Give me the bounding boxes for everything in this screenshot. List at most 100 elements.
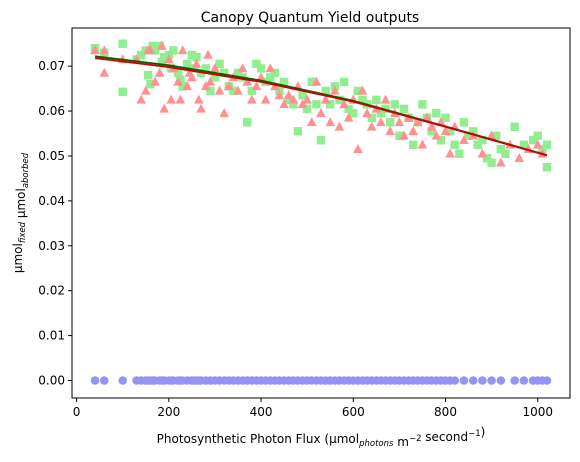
data-point	[201, 64, 210, 73]
data-point	[279, 99, 289, 109]
data-point	[334, 121, 345, 131]
data-point	[293, 127, 303, 136]
data-point	[455, 149, 464, 158]
data-point	[432, 109, 441, 118]
data-point	[214, 85, 225, 95]
data-point	[413, 117, 423, 127]
data-point	[408, 126, 419, 136]
data-point	[233, 68, 243, 78]
axis-label-part: aborbed	[21, 152, 31, 188]
data-point	[492, 131, 501, 140]
data-point	[219, 68, 229, 78]
data-point	[468, 376, 478, 385]
y-tick-label: 0.01	[38, 329, 65, 343]
data-point	[376, 117, 386, 127]
axis-label-part: −1	[468, 429, 481, 439]
data-point	[385, 126, 395, 136]
axis-label-part: −2	[409, 434, 422, 444]
data-point	[339, 77, 349, 87]
data-point	[496, 157, 506, 167]
data-point	[189, 64, 199, 73]
y-tick-label: 0.06	[38, 104, 65, 118]
axes: 0 200 400 600 800 1000 0.00 0.01 0.02 0.03 0.04 0.0…	[38, 59, 553, 419]
data-point	[496, 145, 506, 154]
data-point	[183, 59, 192, 69]
data-point	[367, 113, 376, 123]
data-point	[223, 81, 234, 91]
data-point	[233, 85, 243, 95]
data-point	[487, 376, 496, 385]
data-point	[409, 140, 418, 149]
data-point	[376, 109, 386, 118]
data-point	[229, 86, 238, 96]
data-point	[482, 154, 492, 163]
data-point	[343, 112, 354, 122]
data-point	[459, 376, 469, 385]
data-point	[99, 376, 109, 385]
data-point	[325, 117, 336, 127]
data-point	[194, 94, 204, 104]
data-point	[445, 148, 455, 158]
data-point	[358, 95, 367, 105]
data-point	[542, 140, 552, 149]
data-point	[140, 85, 151, 95]
data-point	[176, 75, 185, 84]
data-point	[256, 72, 266, 82]
data-point	[210, 73, 220, 82]
data-point	[243, 118, 252, 127]
data-point	[173, 68, 183, 78]
data-point	[157, 40, 167, 50]
y-tick-label: 0.02	[38, 284, 65, 298]
x-axis-label: Photosynthetic Photon Flux (µmolphotons …	[157, 425, 486, 449]
data-point	[349, 109, 358, 118]
data-point	[542, 162, 552, 172]
data-point	[302, 104, 312, 114]
data-point	[274, 90, 285, 100]
data-point	[266, 73, 275, 82]
data-point	[399, 130, 409, 140]
data-point	[441, 113, 450, 123]
data-point	[187, 72, 197, 82]
data-point	[427, 127, 436, 136]
axis-label-part: Photosynthetic Photon Flux (µmol	[157, 432, 359, 446]
axis-label-part: µmol	[11, 243, 25, 273]
data-point	[279, 77, 289, 87]
data-point	[90, 376, 100, 385]
data-point	[187, 50, 197, 60]
data-point	[514, 153, 525, 163]
axis-label-part: photons	[358, 439, 394, 449]
data-point	[196, 103, 206, 113]
data-point	[99, 45, 110, 55]
data-point	[335, 95, 344, 105]
data-point	[330, 85, 340, 95]
axis-label-part: second	[421, 430, 468, 444]
data-point	[159, 103, 170, 113]
data-point	[288, 94, 299, 104]
data-point	[450, 140, 459, 149]
axis-label-part: fixed	[18, 221, 28, 243]
data-point	[320, 94, 331, 104]
data-point	[501, 149, 510, 158]
data-point	[203, 49, 213, 59]
data-point	[510, 376, 519, 385]
data-point	[357, 85, 368, 95]
data-point	[169, 46, 178, 55]
data-point	[283, 90, 294, 100]
data-point	[344, 104, 353, 114]
data-point	[270, 68, 280, 78]
plot-frame	[71, 27, 571, 399]
data-point	[164, 54, 174, 64]
data-point	[173, 76, 183, 86]
data-point	[464, 131, 473, 140]
data-point	[136, 50, 146, 60]
data-point	[289, 100, 298, 109]
data-point	[542, 376, 552, 385]
data-point	[215, 59, 224, 69]
data-point	[175, 94, 186, 104]
data-point	[445, 127, 455, 136]
x-tick-label: 800	[434, 405, 457, 419]
data-point	[450, 376, 460, 385]
y-tick-label: 0.07	[38, 59, 65, 73]
data-point	[311, 76, 322, 86]
data-point	[206, 86, 215, 96]
